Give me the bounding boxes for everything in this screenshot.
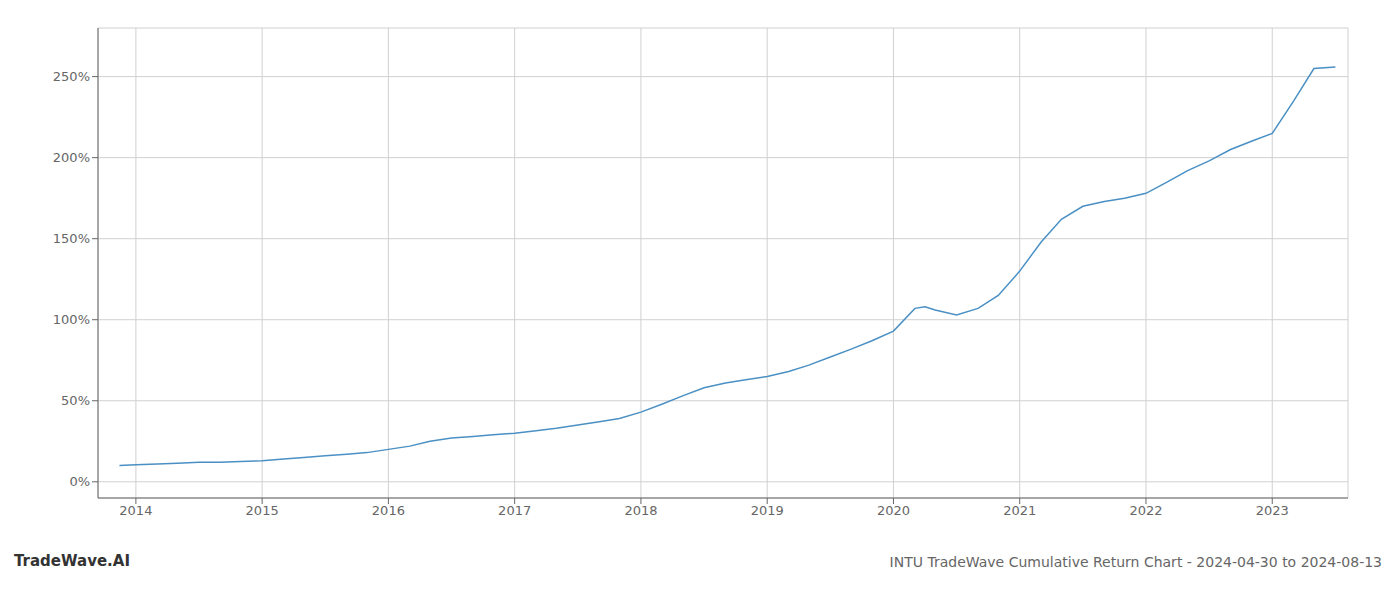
svg-text:250%: 250% bbox=[53, 69, 90, 84]
svg-text:2020: 2020 bbox=[877, 503, 910, 518]
svg-text:2018: 2018 bbox=[624, 503, 657, 518]
html-text:TradeWave.AI: TradeWave.AI bbox=[14, 552, 130, 570]
svg-text:0%: 0% bbox=[69, 474, 90, 489]
svg-text:2023: 2023 bbox=[1256, 503, 1289, 518]
svg-text:2015: 2015 bbox=[246, 503, 279, 518]
svg-text:150%: 150% bbox=[53, 231, 90, 246]
svg-text:100%: 100% bbox=[53, 312, 90, 327]
svg-text:2022: 2022 bbox=[1129, 503, 1162, 518]
svg-text:50%: 50% bbox=[61, 393, 90, 408]
svg-text:2014: 2014 bbox=[119, 503, 152, 518]
svg-text:2017: 2017 bbox=[498, 503, 531, 518]
svg-text:2021: 2021 bbox=[1003, 503, 1036, 518]
svg-text:2019: 2019 bbox=[751, 503, 784, 518]
svg-text:200%: 200% bbox=[53, 150, 90, 165]
svg-text:2016: 2016 bbox=[372, 503, 405, 518]
html-text:INTU TradeWave Cumulative Retu: INTU TradeWave Cumulative Return Chart -… bbox=[889, 554, 1382, 570]
